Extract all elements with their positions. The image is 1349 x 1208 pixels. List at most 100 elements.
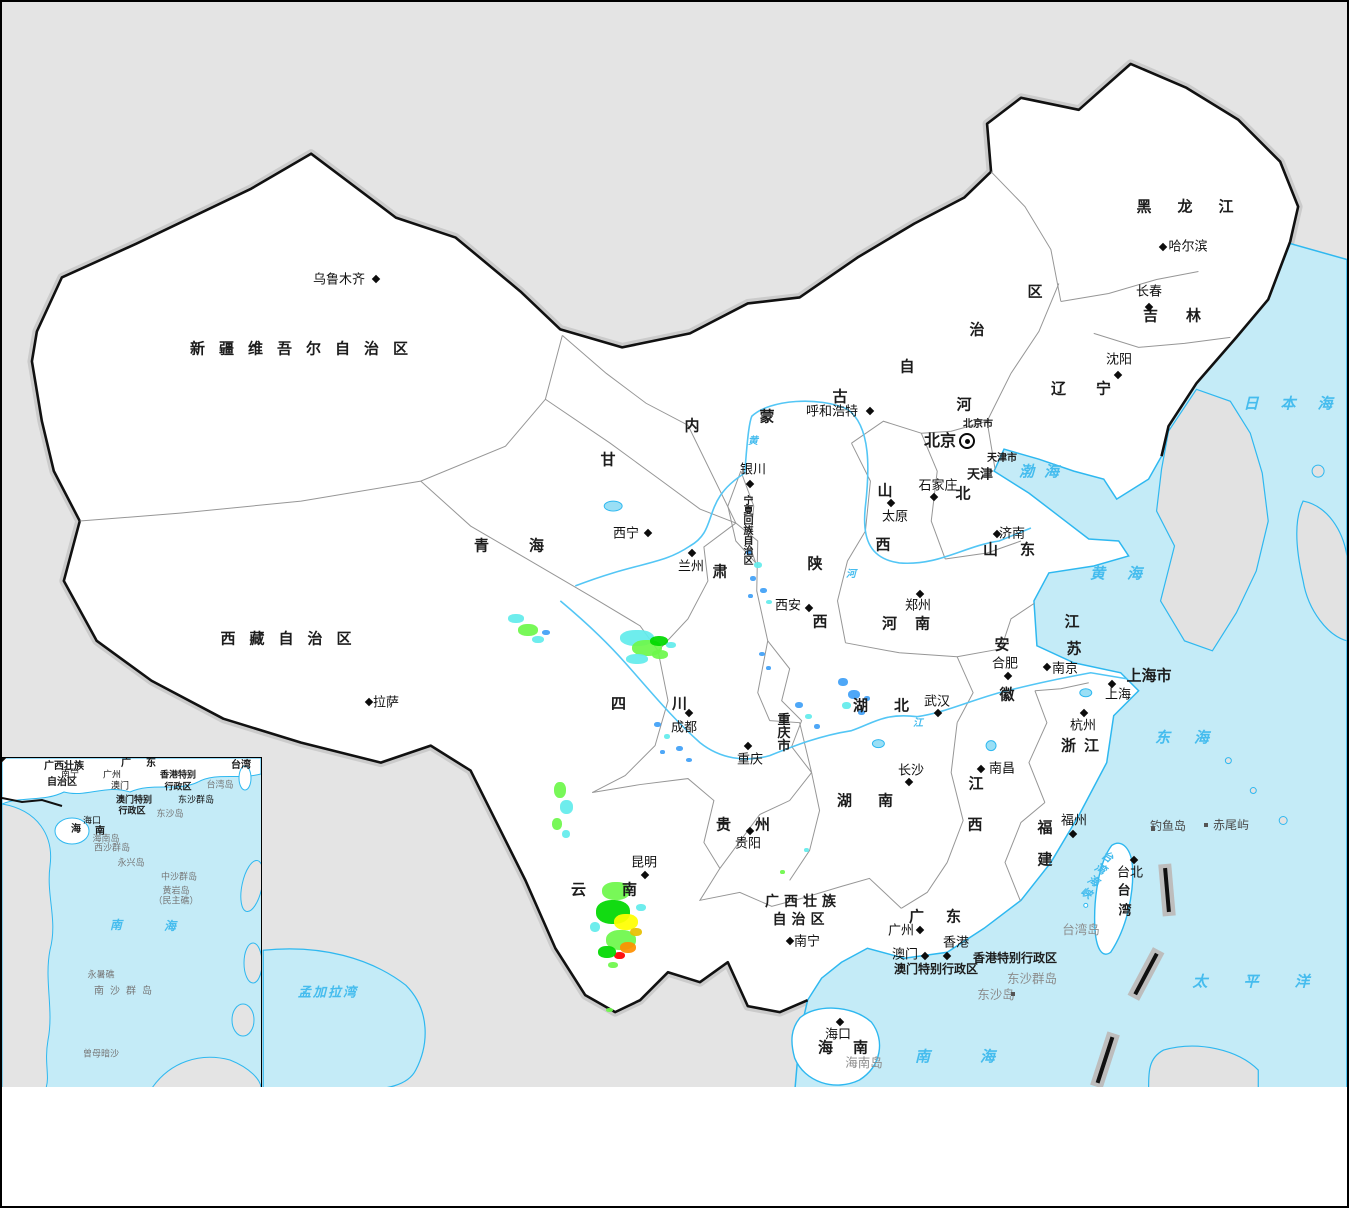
sea-label: 渤海 [1018,464,1070,481]
province-label: 肃 [712,563,728,581]
city-dot [1003,671,1013,681]
radar-echo [552,818,562,830]
radar-echo [626,654,648,664]
ryukyu-islet [1224,757,1232,765]
province-label: 湖南 [836,792,920,810]
province-label: 甘 [600,451,616,469]
province-label: 西 [967,816,983,834]
province-label: 西藏自治区 [220,630,366,648]
inset-label: 广西壮族 [44,761,84,772]
city-label: 兰州 [677,558,705,574]
city-dot [364,697,374,707]
inset-label: 曾母暗沙 [82,1048,120,1059]
radar-echo [746,550,752,555]
luzon-island [1148,1045,1259,1087]
province-label: 区 [1027,283,1043,301]
city-label: 南京 [1051,660,1079,676]
province-label: 天津市 [987,453,1017,464]
inset-label: 行政区 [164,781,192,792]
province-label: 海南 [817,1039,889,1057]
province-label: 青海 [473,537,585,555]
province-label: 北京 [923,433,957,450]
province-label: 苏 [1066,640,1082,658]
hainan-island [791,1007,881,1086]
radar-echo [598,946,616,958]
inset-label: 自治区 [47,777,77,788]
radar-echo [562,830,570,838]
inset-label: 海南岛 [92,833,120,844]
province-label: 安 [994,636,1010,654]
province-label: 古 [832,388,848,406]
city-dot [933,708,943,718]
inset-label: 东 [146,758,156,769]
place-label: 海南岛 [845,1055,883,1070]
radar-echo [804,848,809,852]
inset-label: 台湾 [231,760,251,771]
radar-echo [858,710,865,715]
sea-label: 江 [913,718,923,729]
radar-echo [748,594,753,598]
city-label: 南昌 [988,760,1016,776]
city-label: 西安 [774,597,802,613]
province-label: 广西壮族 [765,893,841,909]
inset-label: 广州 [102,769,122,780]
island-dot [1011,992,1015,996]
radar-echo [590,922,600,932]
city-label: 拉萨 [372,694,400,710]
radar-echo [636,904,646,911]
inset-philippines [243,942,261,984]
radar-echo [602,882,630,900]
inset-label: 海口 [82,815,102,826]
province-label: 贵州 [715,816,795,834]
national-border [30,62,1300,1014]
city-label: 台北 [1116,864,1144,880]
province-label: 北京市 [963,419,993,430]
city-dot [1113,370,1123,380]
map-label-layer: 新疆维吾尔自治区 西藏自治区 青海甘肃内蒙古自治区宁夏回族自治区陕西山西河北山东 河南… [2,2,1347,1087]
province-label: 湖北 [852,697,936,715]
city-dot [920,951,930,961]
city-label: 重庆 [736,751,764,767]
city-label: 成都 [670,719,698,735]
city-label: 澳门 [891,946,919,962]
sea-label: 东海 [1154,730,1234,747]
province-label: 辽宁 [1050,380,1142,398]
capital-marker-beijing [959,433,975,449]
inset-philippines [231,1003,255,1037]
province-label: 自 [899,358,915,376]
sea-label: 台湾海峡 [1076,848,1115,903]
province-label: 徽 [999,686,1015,704]
province-label: 江 [968,775,984,793]
radar-echo [620,942,636,953]
sea-label: 河 [846,569,856,580]
radar-echo [780,870,785,874]
radar-echo [666,642,676,648]
radar-echo [842,702,851,709]
sea-label: 黄海 [1089,566,1165,583]
lakes [603,500,1093,752]
province-label: 重庆市 [775,712,791,752]
radar-echo [838,678,848,686]
inset-indochina [2,803,54,1087]
radar-echo [814,724,820,729]
inset-label: 澳门 [110,780,130,791]
inset-label: 广 [121,758,131,769]
inset-label: 南宁 [60,768,80,779]
city-dot [915,925,925,935]
city-label: 合肥 [991,655,1019,671]
province-boundaries [79,171,1231,909]
radar-echo [614,914,638,930]
province-label: 陕 [807,555,823,573]
province-label: 宁夏回族自治区 [741,495,752,565]
ryukyu-islet [1278,815,1288,825]
city-label: 上海 [1104,686,1132,702]
dongting-lake [871,739,885,749]
province-label: 澳门特别行政区 [893,962,979,976]
capital-marker-inner [964,438,970,444]
province-label: 内 [684,417,700,435]
city-dot [371,274,381,284]
legend-panel: 全国雷达拼图 [2025-02-23 22:00:00] [ 组合反射率 ] d… [2,1087,1347,1206]
province-label: 建 [1037,851,1053,869]
south-china-sea-inset: 广西壮族 自治区 南宁 广 东广州 澳门 香港特别 行政区 澳门特别 行政区 台湾 台湾岛 东沙群岛 东沙… [2,757,262,1087]
